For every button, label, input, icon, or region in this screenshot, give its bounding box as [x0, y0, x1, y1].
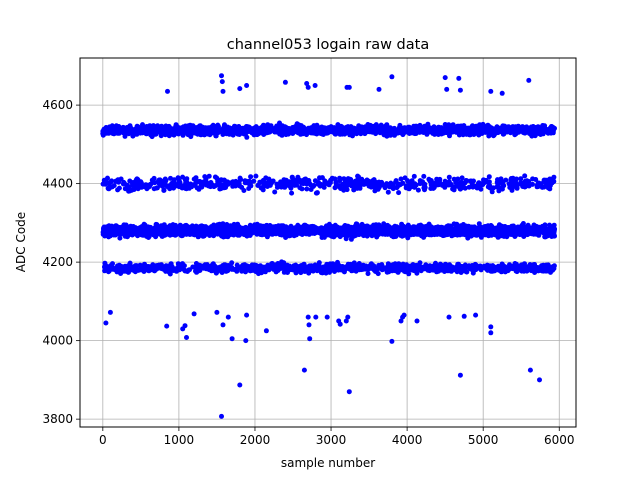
data-point — [207, 174, 212, 179]
data-point — [251, 179, 256, 184]
data-point — [304, 187, 309, 192]
data-point — [406, 271, 411, 276]
data-point — [447, 175, 452, 180]
data-point — [471, 179, 476, 184]
data-point — [248, 183, 253, 188]
data-point — [300, 186, 305, 191]
data-point — [164, 178, 169, 183]
data-point — [464, 270, 469, 275]
data-point — [244, 135, 249, 140]
data-point — [112, 183, 117, 188]
data-point — [241, 188, 246, 193]
data-point — [376, 271, 381, 276]
data-point — [184, 176, 189, 181]
data-point — [105, 176, 110, 181]
data-point — [478, 187, 483, 192]
data-point — [248, 174, 253, 179]
data-point — [315, 190, 320, 195]
data-point — [396, 190, 401, 195]
data-point — [386, 190, 391, 195]
data-point — [238, 177, 243, 182]
data-point — [317, 260, 322, 265]
data-point — [366, 271, 371, 276]
data-point — [437, 177, 442, 182]
data-point — [253, 174, 258, 179]
data-point — [289, 191, 294, 196]
data-point — [412, 174, 417, 179]
data-point — [272, 190, 277, 195]
data-point — [229, 260, 234, 265]
data-point — [152, 176, 157, 181]
data-point — [337, 176, 342, 181]
data-point — [416, 188, 421, 193]
data-point — [418, 260, 423, 265]
data-point — [117, 186, 122, 191]
data-point — [421, 174, 426, 179]
data-point — [423, 185, 428, 190]
data-point — [182, 263, 187, 268]
data-point — [345, 187, 350, 192]
